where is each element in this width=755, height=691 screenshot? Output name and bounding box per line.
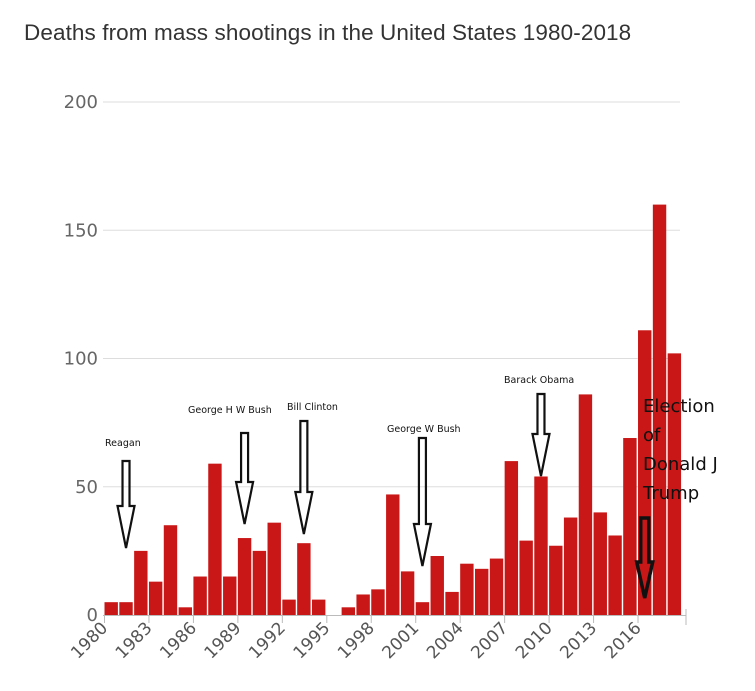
y-tick-label: 200 xyxy=(64,92,98,113)
annotation-label: Trump xyxy=(642,483,699,504)
bar-2014 xyxy=(608,535,622,615)
x-tick-label: 1989 xyxy=(201,618,246,663)
bar-2008 xyxy=(519,540,533,615)
bar-1987 xyxy=(208,463,222,615)
bar-1982 xyxy=(134,550,148,615)
y-axis-ticks: 0 50 100 150 200 xyxy=(64,92,98,626)
bar-1980 xyxy=(104,602,118,615)
x-tick-label: 2016 xyxy=(601,618,646,663)
bar-1985 xyxy=(178,607,192,615)
x-tick-label: 1983 xyxy=(112,618,157,663)
y-tick-label: 50 xyxy=(75,477,98,498)
bar-2010 xyxy=(549,545,563,615)
bars xyxy=(104,204,682,615)
annotation-label: Election xyxy=(643,396,715,417)
bar-2011 xyxy=(563,517,578,615)
bar-1999 xyxy=(386,494,400,615)
bar-2005 xyxy=(475,568,489,615)
x-tick-label: 2010 xyxy=(512,618,557,663)
bar-1992 xyxy=(282,599,296,615)
x-tick-label: 2013 xyxy=(556,618,601,663)
bar-1988 xyxy=(223,576,237,615)
x-tick-label: 1992 xyxy=(245,618,290,663)
x-axis-ticks: 1980 1983 1986 1989 1992 1995 1998 2001 2004 2007… xyxy=(67,615,646,663)
annotation-arrow-icon xyxy=(634,516,655,599)
x-tick-label: 1986 xyxy=(156,618,201,663)
bar-1991 xyxy=(267,522,281,615)
annotation-arrow-icon xyxy=(531,392,551,477)
annotation-arrow-icon xyxy=(234,431,255,525)
bar-1996 xyxy=(341,607,356,615)
y-tick-label: 150 xyxy=(64,220,98,241)
bar-1994 xyxy=(311,599,326,615)
bar-1990 xyxy=(252,550,267,615)
bar-2001 xyxy=(415,602,430,615)
bar-1989 xyxy=(237,538,252,615)
y-tick-label: 0 xyxy=(87,605,98,626)
x-tick-label: 1998 xyxy=(334,618,379,663)
bar-1998 xyxy=(371,589,385,615)
bar-2003 xyxy=(445,591,459,615)
bar-2017 xyxy=(652,204,667,615)
bar-2009 xyxy=(534,476,548,615)
x-tick-label: 2004 xyxy=(423,618,468,663)
annotation-label: Bill Clinton xyxy=(287,402,338,413)
bar-1993 xyxy=(297,543,311,615)
x-axis xyxy=(103,609,687,625)
bar-1997 xyxy=(356,594,370,615)
chart-title: Deaths from mass shootings in the United… xyxy=(24,20,632,45)
annotations: Reagan George H W Bush Bill Clinton George … xyxy=(105,375,718,599)
annotation-label: George H W Bush xyxy=(188,405,272,416)
bar-2013 xyxy=(593,512,607,615)
annotation-arrow-icon xyxy=(294,419,314,535)
bar-1981 xyxy=(119,602,133,615)
bar-2006 xyxy=(489,558,504,615)
annotation-arrow-icon xyxy=(116,459,136,549)
bar-2018 xyxy=(667,353,682,615)
annotation-label: Barack Obama xyxy=(504,375,574,386)
annotation-label: Reagan xyxy=(105,438,141,449)
annotation-label: of xyxy=(643,425,661,446)
x-tick-label: 2007 xyxy=(467,618,512,663)
x-tick-label: 1995 xyxy=(290,618,335,663)
bar-2004 xyxy=(460,563,474,615)
bar-1986 xyxy=(193,576,207,615)
bar-2012 xyxy=(578,394,593,615)
bar-1984 xyxy=(163,525,178,615)
bar-2002 xyxy=(430,556,444,615)
annotation-label: Donald J xyxy=(643,454,718,475)
x-tick-label: 2001 xyxy=(379,618,424,663)
y-tick-label: 100 xyxy=(64,349,98,370)
bar-2000 xyxy=(400,571,415,615)
bar-2007 xyxy=(504,461,519,615)
bar-1983 xyxy=(148,581,163,615)
annotation-arrow-icon xyxy=(412,436,433,567)
bar-2015 xyxy=(623,438,637,615)
annotation-label: George W Bush xyxy=(387,424,461,435)
